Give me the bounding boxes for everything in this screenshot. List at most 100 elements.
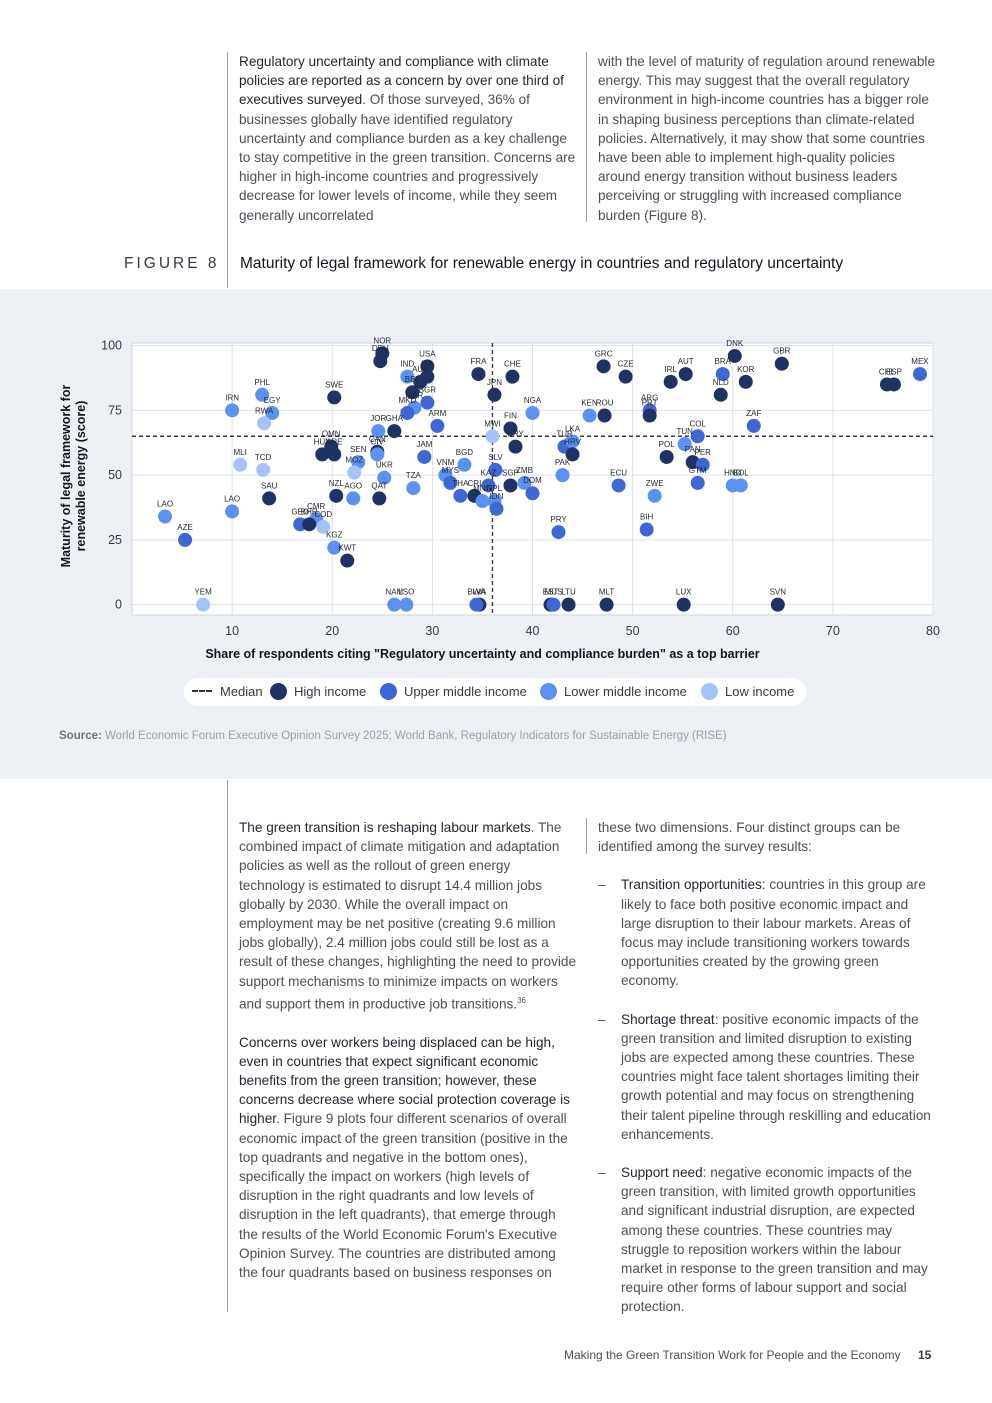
data-point-rou	[597, 408, 612, 423]
point-label: RWA	[255, 406, 274, 415]
data-point-deu	[373, 354, 388, 369]
data-point-swe	[327, 390, 342, 405]
legend-lower-middle: Lower middle income	[540, 682, 687, 700]
x-tick-label: 40	[526, 624, 540, 638]
bullet-1-text: : countries in this group are likely to …	[621, 877, 926, 989]
bullet-dash: –	[598, 877, 606, 893]
legend-upper-middle: Upper middle income	[380, 682, 527, 700]
point-label: GRC	[595, 349, 613, 358]
data-point-prt	[642, 408, 657, 423]
point-label: DOM	[523, 476, 542, 485]
figure-label: FIGURE 8	[124, 255, 220, 272]
point-label: CZE	[618, 360, 634, 369]
point-label: PER	[694, 448, 711, 457]
data-point-aus	[413, 374, 428, 389]
data-point-lao	[158, 509, 173, 524]
figure-panel: NOR DEU USA IND ITA AUS BEL FRA CHE JPN SWE MAR BGR M…	[0, 289, 992, 779]
data-point-ken	[582, 408, 597, 423]
data-point-zwe	[647, 488, 662, 503]
point-label: NZL	[329, 479, 345, 488]
data-point-usa	[420, 359, 435, 374]
data-point-ago	[346, 491, 361, 506]
data-point-aze	[178, 532, 193, 547]
point-label: TZA	[406, 471, 422, 480]
data-point-gbr	[774, 356, 789, 371]
point-label: ROU	[596, 399, 614, 408]
intro-left-column: Regulatory uncertainty and compliance wi…	[239, 52, 579, 225]
data-point-civ	[370, 447, 385, 462]
point-label: GTM	[689, 466, 707, 475]
intro-left-rule	[227, 52, 228, 288]
data-point-lso	[399, 597, 414, 612]
body-paragraph-2: Concerns over workers being displaced ca…	[239, 1033, 577, 1283]
data-point-mwi	[485, 429, 500, 444]
point-label: VNM	[437, 458, 455, 467]
point-label: SGP	[502, 468, 519, 477]
data-point-col	[690, 429, 705, 444]
point-label: FRA	[470, 357, 487, 366]
point-label: LUX	[676, 588, 692, 597]
bullet-shortage-threat: – Shortage threat: positive economic imp…	[598, 1010, 938, 1144]
p2-text: . Figure 9 plots four different scenario…	[239, 1111, 568, 1280]
data-point-sgp	[503, 478, 518, 493]
figure-title: Maturity of legal framework for renewabl…	[240, 255, 844, 272]
point-label: IND	[400, 360, 414, 369]
point-label: LTU	[561, 588, 576, 597]
data-point-bgr	[420, 395, 435, 410]
point-label: POL	[659, 440, 676, 449]
point-label: BHR	[301, 507, 318, 516]
p1-bold: The green transition is reshaping labour…	[239, 820, 531, 835]
bullet-2-title: Shortage threat	[621, 1011, 715, 1027]
legend-median: Median	[192, 684, 263, 700]
point-label: BRA	[715, 357, 732, 366]
point-label: SEN	[350, 445, 367, 454]
point-label: MEX	[911, 357, 929, 366]
data-point-che	[505, 369, 520, 384]
high-income-dot-icon	[270, 682, 287, 700]
source-label: Source:	[59, 730, 102, 742]
legend-low: Low income	[701, 682, 794, 700]
data-point-jpn	[487, 387, 502, 402]
point-label: NGA	[524, 396, 542, 405]
upper-middle-dot-icon	[380, 682, 397, 700]
point-label: PAK	[555, 458, 571, 467]
data-point-dnk	[727, 348, 742, 363]
point-label: LKA	[565, 424, 581, 433]
grid-layer	[131, 342, 934, 616]
data-point-bhr	[302, 517, 317, 532]
point-label: PRY	[550, 515, 567, 524]
point-label: AGO	[344, 481, 362, 490]
point-label: PHL	[254, 378, 270, 387]
point-label: EGY	[264, 396, 282, 405]
data-point-per	[695, 457, 710, 472]
point-label: SAU	[261, 481, 278, 490]
p1-text: . The combined impact of climate mitigat…	[239, 820, 577, 1012]
point-label: IDN	[490, 492, 504, 501]
point-label: LVA	[472, 588, 487, 597]
legend-upper-middle-label: Upper middle income	[404, 684, 527, 699]
data-point-bra	[715, 367, 730, 382]
data-point-cod	[316, 519, 331, 534]
data-point-mus	[546, 597, 561, 612]
bullet-transition-opportunities: – Transition opportunities: countries in…	[598, 875, 938, 990]
bullet-dash: –	[598, 1011, 606, 1027]
point-label: HRV	[564, 437, 581, 446]
data-point-irl	[663, 374, 678, 389]
point-label: GHA	[386, 414, 404, 423]
legend-lower-middle-label: Lower middle income	[564, 684, 687, 699]
data-point-zmb	[517, 475, 532, 490]
data-point-fra	[471, 367, 486, 382]
x-tick-label: 30	[425, 624, 439, 638]
point-label: GBR	[773, 347, 791, 356]
data-point-bol	[733, 478, 748, 493]
data-point-are	[327, 447, 342, 462]
data-point-kor	[738, 374, 753, 389]
data-point-kwt	[340, 553, 355, 568]
data-point-tha	[453, 488, 468, 503]
p1-footnote-ref[interactable]: 36	[517, 995, 526, 1005]
body-right-column: these two dimensions. Four distinct grou…	[598, 818, 938, 1317]
page-number: 15	[918, 1348, 932, 1362]
x-tick-label: 80	[926, 624, 940, 638]
bullet-3-title: Support need	[621, 1165, 703, 1181]
data-point-nga	[525, 405, 540, 420]
